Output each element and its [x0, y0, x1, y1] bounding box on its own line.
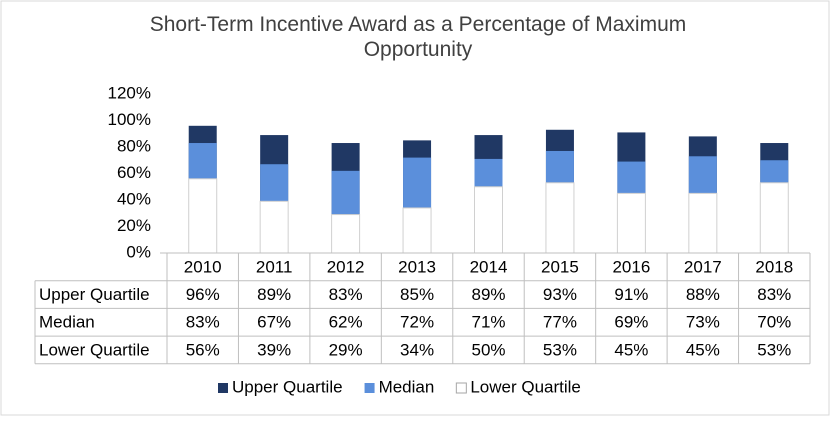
table-cell: 71% [471, 313, 505, 332]
table-cell: 45% [686, 340, 720, 359]
table-cell: 34% [400, 340, 434, 359]
table-cell: 89% [257, 285, 291, 304]
bar [759, 182, 789, 254]
bar [688, 192, 718, 254]
table-cell: 67% [257, 313, 291, 332]
table-cell: 88% [686, 285, 720, 304]
table-cell: 89% [471, 285, 505, 304]
legend-marker [364, 383, 375, 393]
x-tick-label: 2012 [327, 257, 365, 276]
table-cell: 77% [543, 313, 577, 332]
chart-title: Short-Term Incentive Award as a Percenta… [149, 13, 687, 61]
bar [545, 182, 575, 254]
table-cell: 96% [186, 285, 220, 304]
table-cell: 83% [186, 313, 220, 332]
table-cell: 91% [614, 285, 648, 304]
table-cell: 50% [471, 340, 505, 359]
y-tick-label: 40% [117, 189, 151, 208]
table-cell: 72% [400, 313, 434, 332]
bar [331, 214, 361, 254]
bar [188, 178, 218, 254]
legend-label: Median [379, 377, 435, 396]
table-cell: 56% [186, 340, 220, 359]
x-tick-label: 2013 [398, 257, 436, 276]
legend-marker [455, 382, 467, 394]
bar [474, 186, 503, 254]
table-cell: 39% [257, 340, 291, 359]
table-cell: 70% [757, 313, 791, 332]
table-row-label: Upper Quartile [39, 285, 150, 304]
y-tick-label: 120% [108, 83, 151, 102]
bar [402, 207, 432, 254]
table-cell: 62% [329, 313, 363, 332]
table-cell: 83% [757, 285, 791, 304]
table-cell: 29% [329, 340, 363, 359]
y-tick-label: 60% [117, 163, 151, 182]
y-tick-label: 80% [117, 136, 151, 155]
bar [616, 192, 646, 254]
x-tick-label: 2018 [755, 257, 793, 276]
table-cell: 73% [686, 313, 720, 332]
legend-label: Lower Quartile [470, 377, 581, 396]
x-tick-label: 2015 [541, 257, 579, 276]
table-row-label: Lower Quartile [39, 340, 150, 359]
legend-marker [218, 383, 228, 393]
y-tick-label: 20% [117, 216, 151, 235]
legend-label: Upper Quartile [232, 377, 343, 396]
y-tick-label: 100% [108, 110, 151, 129]
table-cell: 53% [543, 340, 577, 359]
x-tick-label: 2016 [612, 257, 650, 276]
table-cell: 45% [614, 340, 648, 359]
table-row-label: Median [39, 313, 95, 332]
x-tick-label: 2011 [256, 257, 293, 276]
chart-border [0, 0, 830, 416]
bar [259, 200, 289, 254]
table-cell: 83% [329, 285, 363, 304]
table-cell: 69% [614, 313, 648, 332]
table-cell: 93% [543, 285, 577, 304]
x-tick-label: 2010 [184, 257, 222, 276]
x-tick-label: 2014 [470, 257, 508, 276]
table-cell: 85% [400, 285, 434, 304]
table-cell: 53% [757, 340, 791, 359]
y-tick-label: 0% [126, 242, 151, 261]
x-tick-label: 2017 [684, 257, 722, 276]
